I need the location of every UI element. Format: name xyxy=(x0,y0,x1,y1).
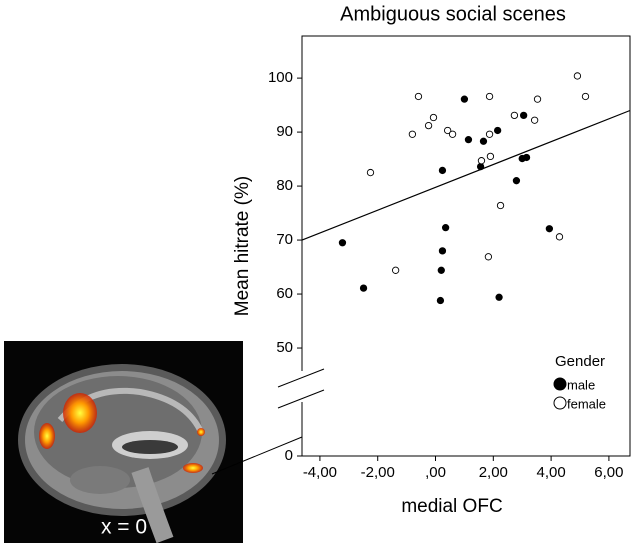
data-point xyxy=(460,95,469,103)
data-point xyxy=(520,111,528,120)
data-point xyxy=(495,293,503,301)
data-point xyxy=(438,166,447,175)
data-point xyxy=(555,233,564,241)
data-point xyxy=(493,126,502,135)
inset-label: x = 0 xyxy=(101,516,147,539)
y-tick-label: 100 xyxy=(268,69,293,86)
data-point xyxy=(477,157,486,165)
y-tick-label: 80 xyxy=(276,177,293,194)
legend-marker xyxy=(553,377,567,391)
data-point xyxy=(414,92,423,101)
y-tick-label: 0 xyxy=(285,447,293,464)
y-tick-label: 60 xyxy=(276,285,293,302)
data-point xyxy=(573,72,582,80)
legend-title: Gender xyxy=(555,353,605,370)
data-point xyxy=(512,177,521,185)
data-point xyxy=(464,136,473,144)
data-point xyxy=(485,92,494,101)
data-point xyxy=(510,111,519,120)
data-point xyxy=(429,113,438,122)
chart-title: Ambiguous social scenes xyxy=(340,3,566,25)
data-point xyxy=(359,284,368,292)
data-point xyxy=(486,152,495,161)
data-point xyxy=(522,153,531,162)
x-axis-label: medial OFC xyxy=(401,496,502,517)
x-tick-label: ,00 xyxy=(425,464,446,481)
data-point xyxy=(530,116,539,124)
connector xyxy=(211,436,303,475)
data-point xyxy=(424,121,433,130)
legend-label: male xyxy=(567,377,595,392)
data-point xyxy=(545,225,554,233)
x-tick-label: 2,00 xyxy=(479,464,508,481)
fit-line xyxy=(301,109,631,241)
data-point xyxy=(581,92,590,101)
data-point xyxy=(408,130,417,138)
data-point xyxy=(391,266,400,274)
data-point xyxy=(484,253,493,261)
data-point xyxy=(448,130,457,138)
x-tick-label: 4,00 xyxy=(537,464,566,481)
data-point xyxy=(496,201,505,210)
data-point xyxy=(476,162,485,171)
axis-break-mark xyxy=(277,368,325,388)
legend-marker xyxy=(553,396,567,410)
data-point xyxy=(443,126,452,135)
y-tick-label: 70 xyxy=(276,231,293,248)
y-tick-label: 90 xyxy=(276,123,293,140)
data-point xyxy=(479,137,488,145)
data-point xyxy=(437,266,445,274)
y-tick-label: 50 xyxy=(276,339,293,356)
data-point xyxy=(438,247,447,255)
brain-inset: x = 0 xyxy=(4,341,243,544)
x-tick-label: -4,00 xyxy=(303,464,337,481)
data-point xyxy=(533,95,542,103)
plot-frame xyxy=(301,35,631,457)
data-point xyxy=(366,168,375,177)
legend-label: female xyxy=(567,396,606,411)
x-tick-label: 6,00 xyxy=(594,464,623,481)
data-point xyxy=(485,130,494,138)
data-point xyxy=(338,239,347,247)
x-tick-label: -2,00 xyxy=(361,464,395,481)
axis-break-mark xyxy=(277,389,325,409)
y-axis-label: Mean hitrate (%) xyxy=(232,176,253,316)
data-point xyxy=(441,223,450,232)
data-point xyxy=(436,296,445,305)
